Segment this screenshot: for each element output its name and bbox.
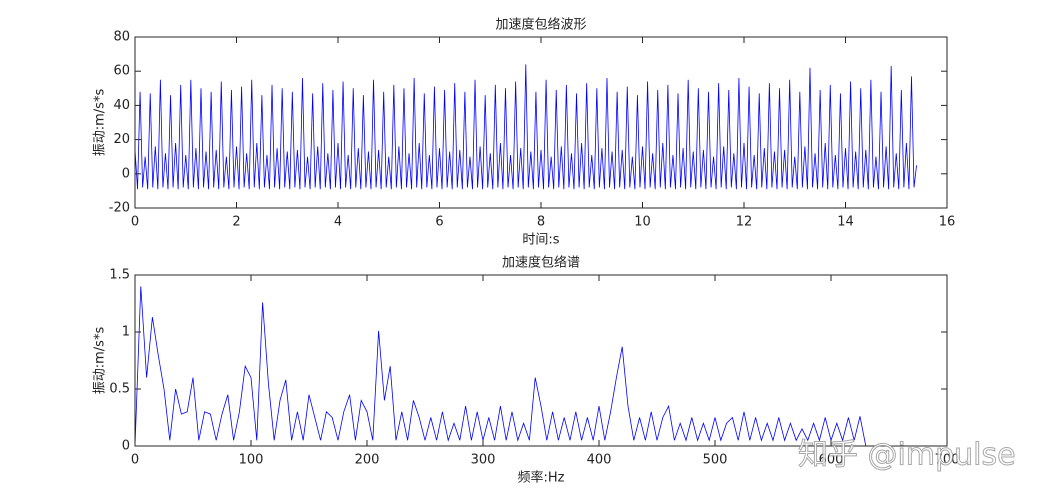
x-tick-label: 2: [232, 215, 240, 230]
plot-area: [135, 275, 947, 446]
y-tick-label: 0: [122, 166, 130, 181]
y-axis-label: 振动:m/s*s: [93, 89, 108, 157]
x-tick-label: 0: [131, 453, 139, 468]
y-tick-label: 1.5: [109, 268, 130, 283]
x-tick-label: 600: [819, 453, 844, 468]
data-line: [134, 286, 867, 447]
chart-title: 加速度包络谱: [502, 255, 580, 271]
y-tick-label: 0: [122, 439, 130, 454]
y-tick-label: 80: [113, 30, 130, 45]
y-tick-label: 20: [113, 132, 130, 147]
watermark: 知乎 @impulse: [798, 438, 1016, 473]
x-tick-label: 12: [736, 215, 753, 230]
x-axis-label: 时间:s: [522, 233, 559, 248]
x-tick-label: 200: [355, 453, 380, 468]
x-tick-label: 700: [935, 453, 960, 468]
y-tick-label: 40: [113, 98, 130, 113]
chart-title: 加速度包络波形: [495, 17, 586, 33]
x-tick-label: 8: [537, 215, 545, 230]
x-tick-label: 500: [703, 453, 728, 468]
y-tick-label: 60: [113, 64, 130, 79]
x-tick-label: 14: [837, 215, 854, 230]
x-tick-label: 6: [435, 215, 443, 230]
x-tick-label: 300: [471, 453, 496, 468]
y-tick-label: 1: [122, 325, 130, 340]
y-tick-label: 0.5: [109, 382, 130, 397]
x-tick-label: 16: [939, 215, 956, 230]
y-tick-label: -20: [109, 201, 130, 216]
plot-area: [135, 37, 947, 208]
data-line: [134, 64, 917, 190]
axes-box: [134, 274, 948, 447]
x-tick-label: 0: [131, 215, 139, 230]
x-axis-label: 频率:Hz: [518, 470, 565, 486]
x-tick-label: 400: [587, 453, 612, 468]
x-tick-label: 10: [634, 215, 651, 230]
x-tick-label: 4: [334, 215, 342, 230]
y-axis-label: 振动:m/s*s: [93, 327, 108, 395]
x-tick-label: 100: [239, 453, 264, 468]
